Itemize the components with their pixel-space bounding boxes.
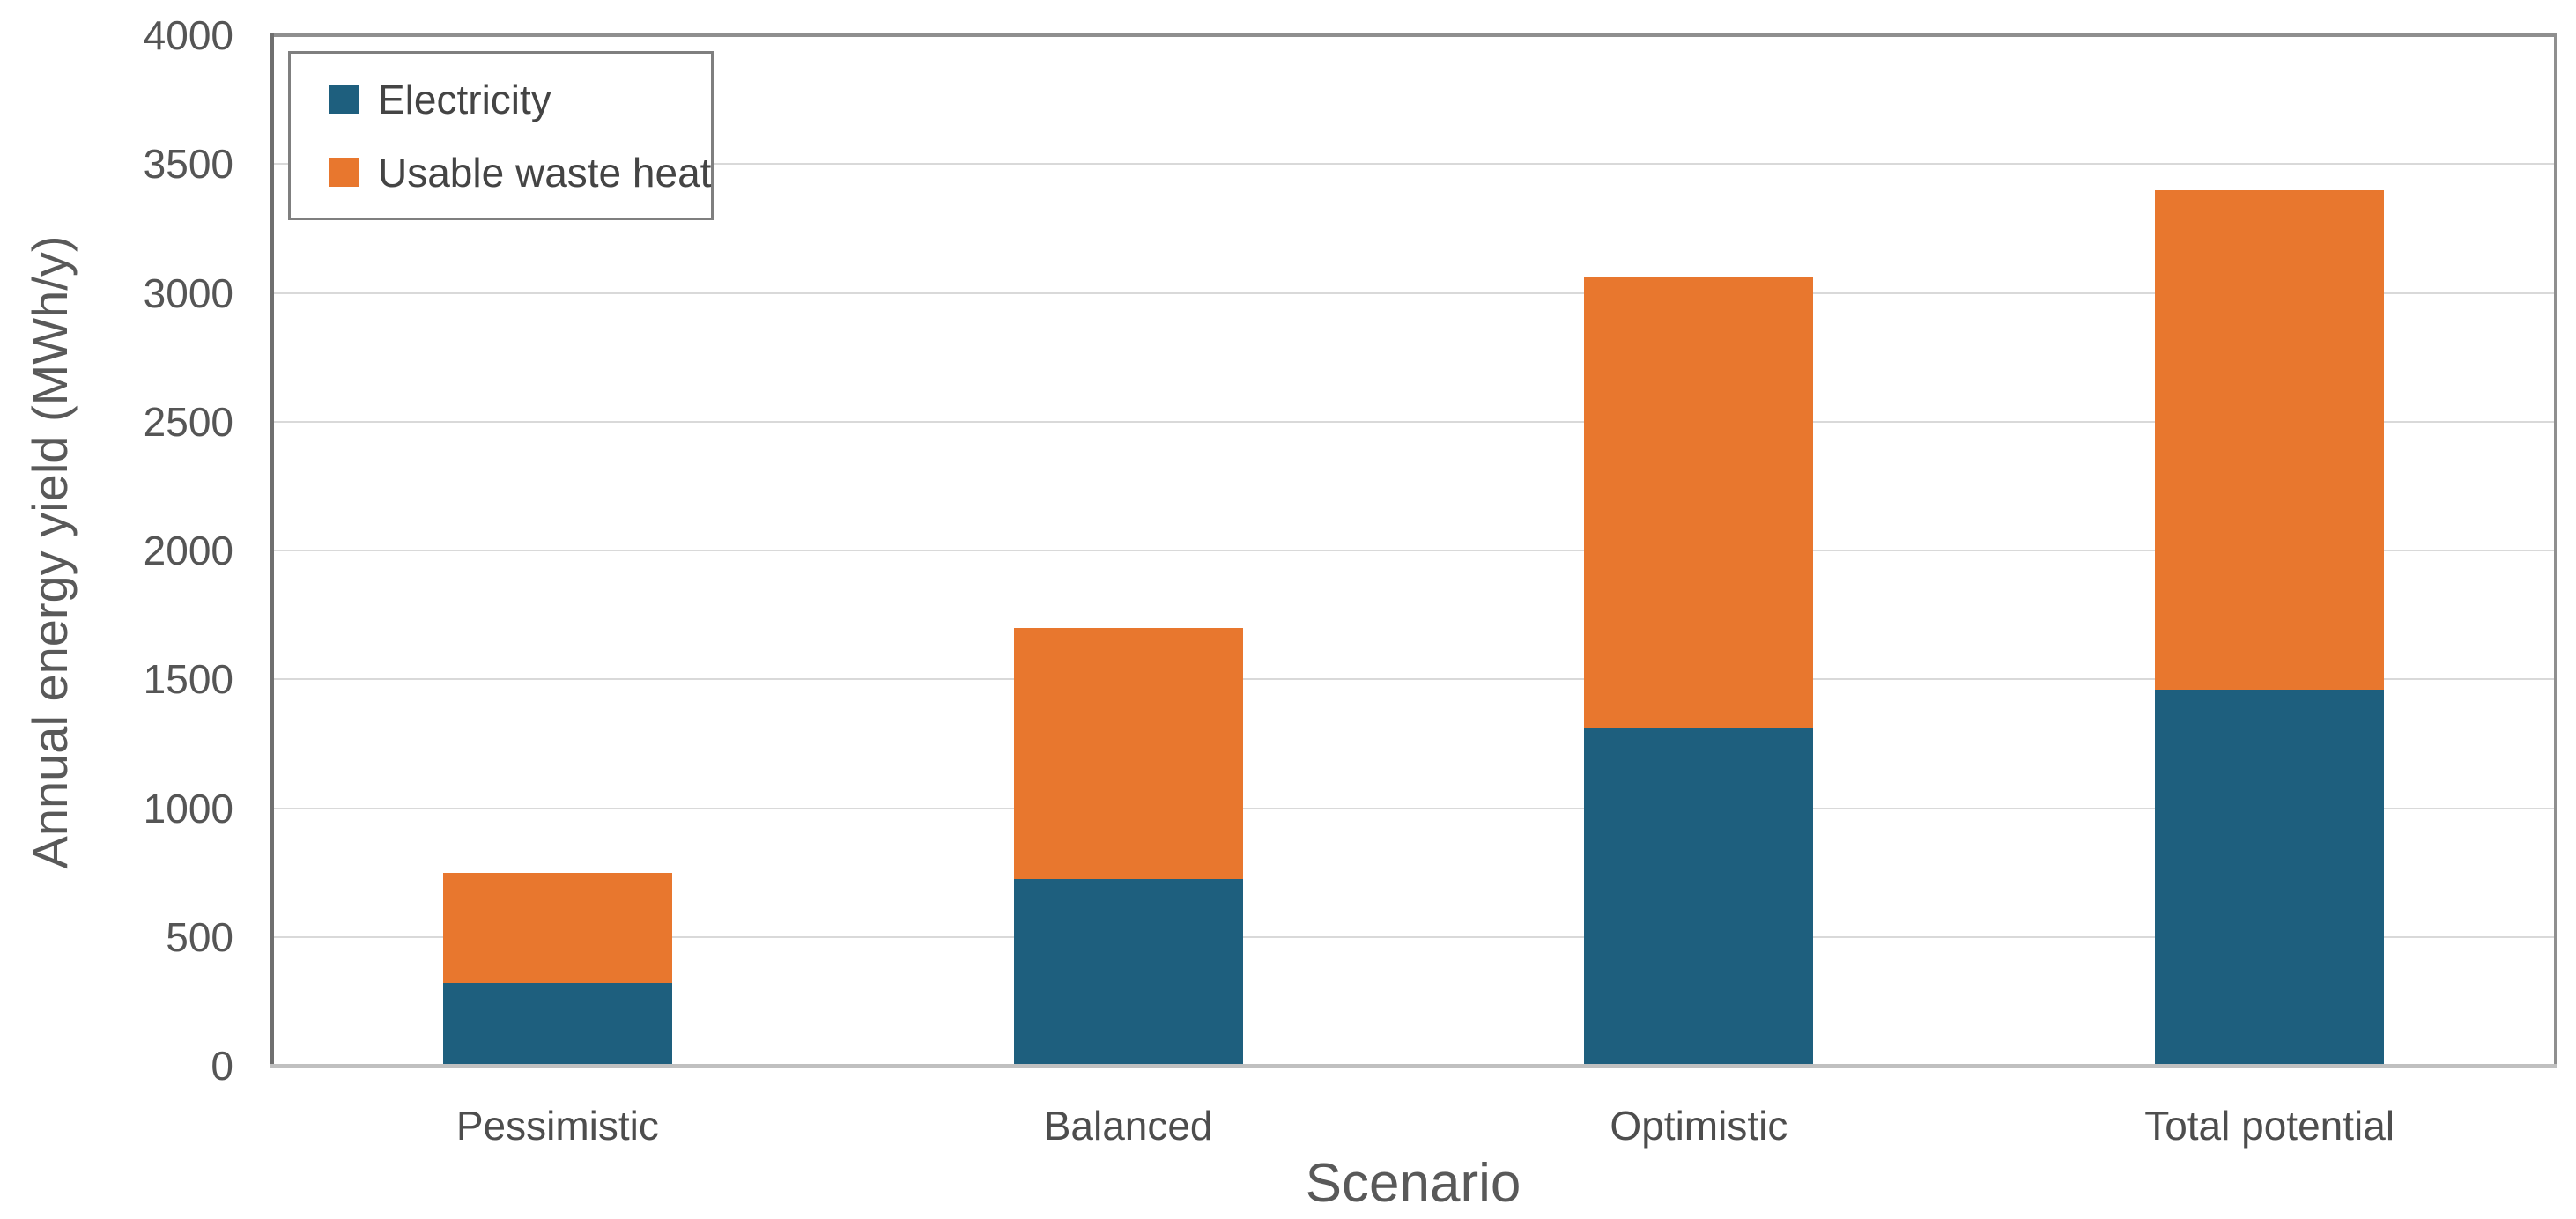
y-tick-label-500: 500 bbox=[166, 913, 233, 960]
x-axis-baseline bbox=[270, 1064, 2557, 1068]
bar-segment-usable-waste-heat-optimistic bbox=[1584, 277, 1814, 728]
x-category-label-total-potential: Total potential bbox=[2144, 1103, 2395, 1149]
gridline-1000 bbox=[272, 807, 2555, 809]
y-tick-label-2000: 2000 bbox=[143, 528, 233, 573]
gridline-2500 bbox=[272, 420, 2555, 423]
plot-frame-right bbox=[2554, 33, 2557, 1068]
y-tick-label-1500: 1500 bbox=[143, 656, 233, 703]
usable-waste-heat-swatch-icon bbox=[329, 158, 359, 187]
electricity-swatch-icon bbox=[329, 85, 359, 114]
bar-segment-usable-waste-heat-balanced bbox=[1013, 627, 1243, 879]
y-tick-label-0: 0 bbox=[211, 1043, 233, 1089]
legend-item-usable-waste-heat: Usable waste heat bbox=[329, 149, 711, 196]
y-tick-label-3500: 3500 bbox=[143, 141, 233, 188]
legend-label-electricity: Electricity bbox=[378, 76, 551, 122]
gridline-2000 bbox=[272, 550, 2555, 551]
gridline-1500 bbox=[272, 678, 2555, 681]
legend-label-usable-waste-heat: Usable waste heat bbox=[378, 149, 712, 196]
plot-frame-top bbox=[272, 33, 2557, 37]
y-tick-label-3000: 3000 bbox=[143, 270, 233, 316]
y-tick-label-2500: 2500 bbox=[143, 398, 233, 445]
legend-item-electricity: Electricity bbox=[329, 76, 711, 123]
bar-segment-usable-waste-heat-total-potential bbox=[2155, 189, 2385, 690]
y-tick-label-1000: 1000 bbox=[143, 785, 233, 831]
y-axis-line bbox=[270, 33, 274, 1068]
bar-segment-usable-waste-heat-pessimistic bbox=[442, 872, 672, 984]
y-axis-title: Annual energy yield (MWh/y) bbox=[22, 235, 78, 869]
x-category-label-optimistic: Optimistic bbox=[1610, 1103, 1788, 1149]
bar-segment-electricity-optimistic bbox=[1584, 728, 1814, 1066]
gridline-3000 bbox=[272, 292, 2555, 294]
bar-segment-electricity-total-potential bbox=[2155, 689, 2385, 1066]
x-category-label-balanced: Balanced bbox=[1043, 1103, 1213, 1149]
bar-segment-electricity-balanced bbox=[1013, 878, 1243, 1066]
legend: Electricity Usable waste heat bbox=[288, 51, 714, 220]
x-axis-title: Scenario bbox=[1305, 1153, 1521, 1214]
gridline-500 bbox=[272, 935, 2555, 938]
bar-segment-electricity-pessimistic bbox=[442, 983, 672, 1066]
gridline-3500 bbox=[272, 163, 2555, 166]
x-category-label-pessimistic: Pessimistic bbox=[455, 1103, 659, 1149]
y-tick-label-4000: 4000 bbox=[143, 12, 233, 58]
